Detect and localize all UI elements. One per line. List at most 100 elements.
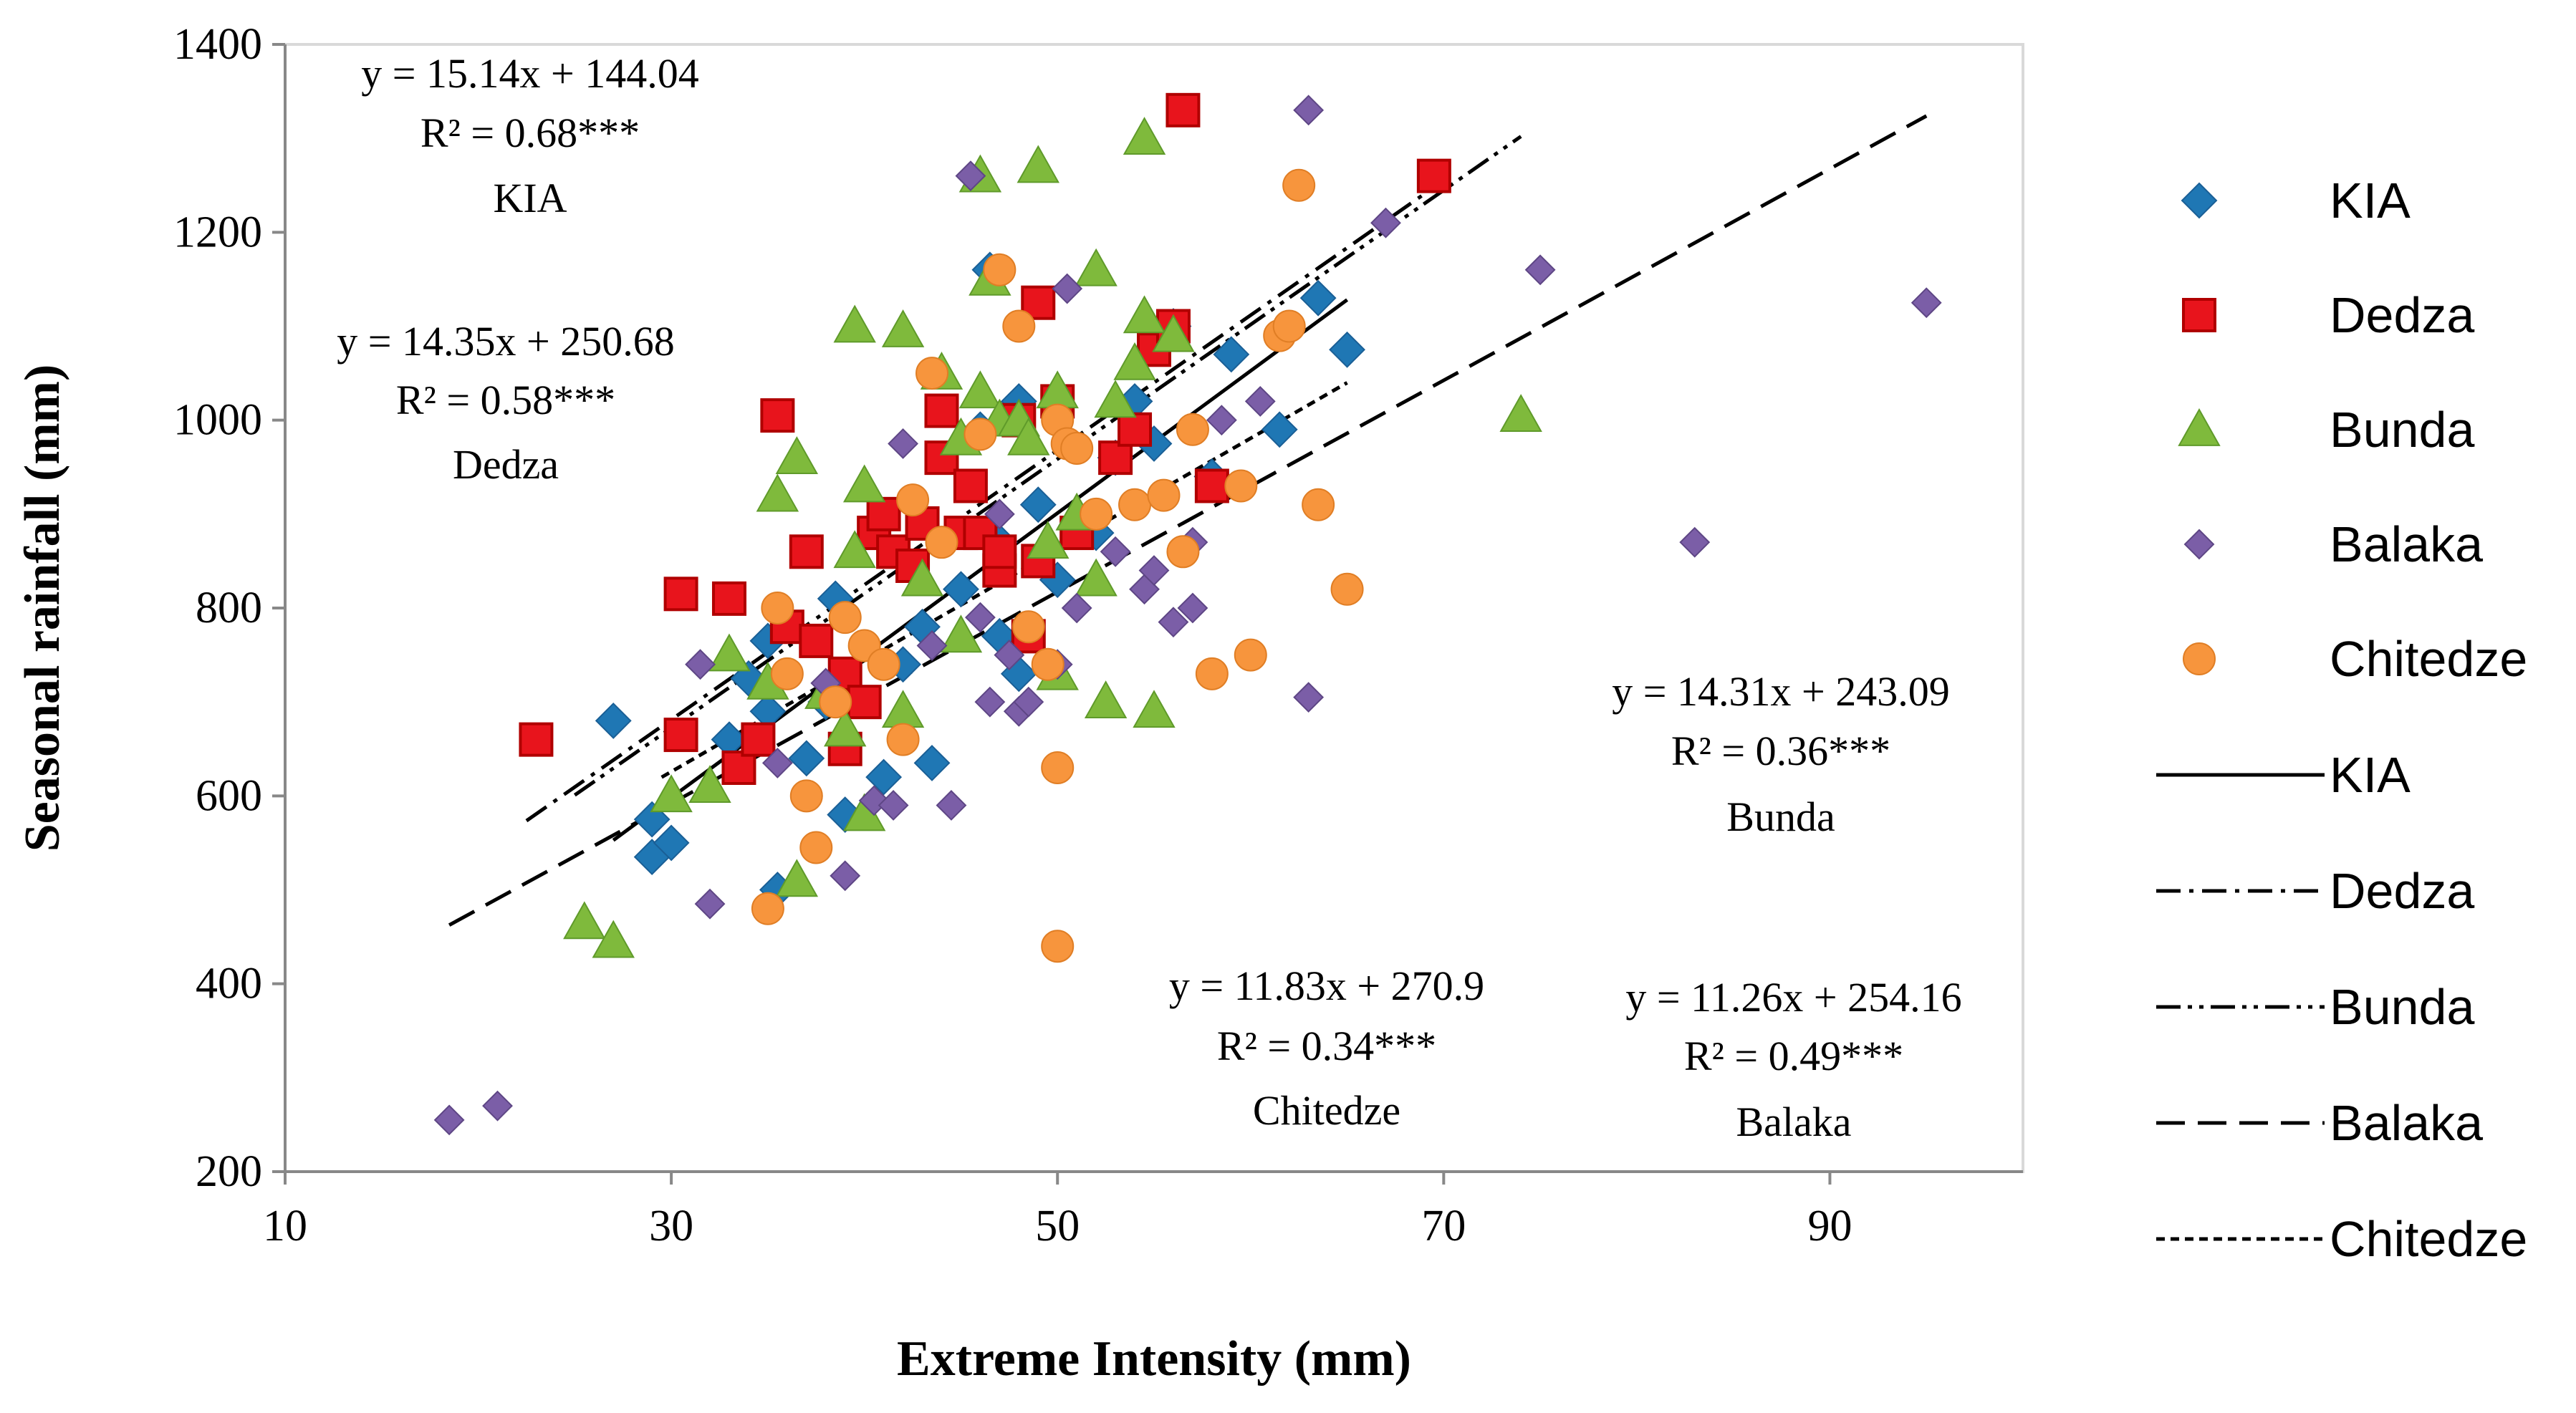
point-chitedze <box>925 526 958 559</box>
point-bunda <box>833 304 876 343</box>
x-tick-label: 50 <box>1035 1202 1080 1250</box>
point-dedza <box>1098 440 1133 476</box>
y-tick-label: 200 <box>196 1147 262 1196</box>
point-bunda <box>1094 380 1137 418</box>
point-bunda <box>842 464 886 503</box>
point-bunda <box>708 633 751 672</box>
annotation-dedza-r2: R² = 0.58*** <box>396 377 615 423</box>
point-bunda <box>1123 295 1166 334</box>
legend-label-dedza: Dedza <box>2330 287 2474 343</box>
point-chitedze <box>1166 535 1200 569</box>
point-dedza <box>1166 92 1201 127</box>
point-kia <box>865 758 903 796</box>
y-tick-label: 600 <box>196 771 262 820</box>
annotation-balaka-r2: R² = 0.49*** <box>1684 1033 1903 1079</box>
annotation-dedza-name: Dedza <box>453 441 559 488</box>
point-chitedze <box>886 723 920 756</box>
point-dedza <box>760 398 795 433</box>
legend-label-trend-kia: KIA <box>2330 747 2411 803</box>
point-kia <box>1213 336 1250 373</box>
point-balaka <box>1138 555 1170 586</box>
y-tick-label: 400 <box>196 960 262 1008</box>
point-kia <box>943 571 979 608</box>
point-chitedze <box>1002 309 1036 343</box>
point-kia <box>1019 486 1057 524</box>
legend: KIA Dedza Bunda Balaka Chitedze KIA Dedza Bunda… <box>2156 173 2527 1267</box>
point-dedza <box>663 577 698 612</box>
point-chitedze <box>983 253 1017 286</box>
point-chitedze <box>963 418 997 451</box>
y-tick-label: 1000 <box>173 396 262 445</box>
point-kia <box>653 824 690 862</box>
point-balaka <box>1177 592 1208 624</box>
x-tick-label: 10 <box>263 1202 307 1250</box>
point-chitedze <box>1330 572 1364 606</box>
legend-label-trend-chitedze: Chitedze <box>2330 1211 2527 1267</box>
point-dedza <box>663 718 698 753</box>
point-bunda <box>650 774 693 813</box>
point-bunda <box>688 765 731 804</box>
point-dedza <box>1416 158 1451 193</box>
legend-label-trend-dedza: Dedza <box>2330 863 2474 919</box>
point-balaka <box>916 630 948 661</box>
point-dedza <box>982 534 1017 569</box>
series-chitedze <box>751 168 1364 963</box>
point-chitedze <box>1031 647 1064 681</box>
point-chitedze <box>1060 432 1094 466</box>
annotation-kia-name: KIA <box>493 175 567 221</box>
point-balaka <box>1013 686 1044 718</box>
annotation-chitedze-equation: y = 11.83x + 270.9 <box>1169 963 1484 1009</box>
annotation-bunda-equation: y = 14.31x + 243.09 <box>1612 668 1949 715</box>
point-chitedze <box>770 657 804 690</box>
point-bunda <box>900 558 944 597</box>
point-chitedze <box>915 357 949 390</box>
annotation-kia-equation: y = 15.14x + 144.04 <box>361 50 698 97</box>
point-chitedze <box>1176 413 1209 446</box>
point-chitedze <box>1080 497 1113 531</box>
y-tick-label: 1400 <box>173 20 262 69</box>
point-dedza <box>741 722 776 757</box>
legend-label-chitedze: Chitedze <box>2330 631 2527 687</box>
trendline-dedza <box>525 185 1436 823</box>
point-balaka <box>984 498 1015 530</box>
annotation-chitedze-name: Chitedze <box>1253 1087 1400 1134</box>
point-bunda <box>833 530 876 569</box>
annotation-bunda-r2: R² = 0.36*** <box>1671 728 1890 774</box>
point-chitedze <box>867 647 900 681</box>
legend-marker-kia <box>2181 182 2218 219</box>
y-tick-label: 1200 <box>173 208 262 256</box>
point-balaka <box>1206 405 1237 436</box>
point-kia <box>1299 279 1337 317</box>
point-balaka <box>1244 386 1276 417</box>
point-bunda <box>1084 680 1128 719</box>
data-points <box>433 92 1942 1136</box>
x-axis-title: Extreme Intensity (mm) <box>897 1331 1411 1387</box>
point-chitedze <box>751 892 784 925</box>
point-chitedze <box>1118 488 1152 521</box>
point-chitedze <box>1195 657 1229 690</box>
point-dedza <box>953 468 988 503</box>
point-balaka <box>994 640 1025 670</box>
point-dedza <box>924 393 959 428</box>
legend-label-trend-balaka: Balaka <box>2330 1095 2483 1151</box>
annotation-bunda: y = 14.31x + 243.09 R² = 0.36*** Bunda <box>1612 668 1949 840</box>
point-balaka <box>888 428 918 459</box>
point-dedza <box>866 496 901 531</box>
point-balaka <box>1293 682 1325 713</box>
point-kia <box>595 702 632 739</box>
point-chitedze <box>1282 168 1316 202</box>
point-chitedze <box>1041 930 1075 963</box>
annotation-chitedze: y = 11.83x + 270.9 R² = 0.34*** Chitedze <box>1169 963 1484 1134</box>
annotation-bunda-name: Bunda <box>1726 794 1835 840</box>
point-chitedze <box>1234 638 1267 672</box>
point-dedza <box>789 534 824 569</box>
point-bunda <box>1075 248 1118 286</box>
point-bunda <box>563 901 606 940</box>
point-chitedze <box>1041 751 1075 784</box>
point-dedza <box>847 685 882 720</box>
point-bunda <box>824 708 867 747</box>
point-balaka <box>1679 526 1711 558</box>
x-tick-label: 90 <box>1807 1202 1852 1250</box>
point-dedza <box>1118 412 1153 447</box>
point-dedza <box>799 623 834 658</box>
